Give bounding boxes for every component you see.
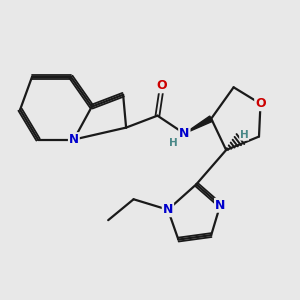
Text: O: O	[255, 97, 266, 110]
Text: H: H	[169, 138, 177, 148]
Text: N: N	[163, 203, 173, 216]
Text: O: O	[157, 79, 167, 92]
Text: N: N	[69, 133, 79, 146]
Text: N: N	[215, 199, 225, 212]
Text: N: N	[179, 127, 190, 140]
Polygon shape	[184, 116, 213, 134]
Text: H: H	[240, 130, 248, 140]
